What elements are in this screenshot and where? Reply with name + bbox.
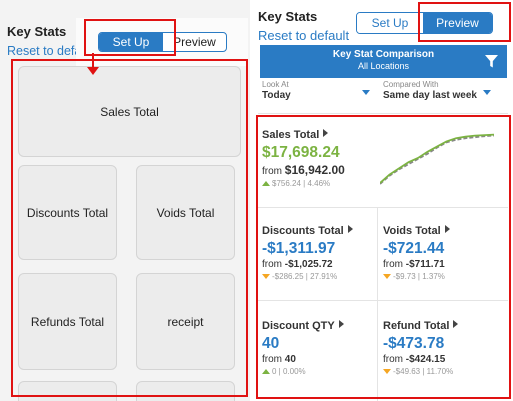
setup-tab-preview[interactable]: Preview [173,35,216,49]
card-from: from -$1,025.72 [262,259,333,270]
trend-up-icon [262,369,270,374]
setup-tab-setup[interactable]: Set Up [99,33,163,51]
divider [377,207,378,401]
preview-mode-toggle: Set Up Preview [356,12,493,34]
tile-voids-total[interactable]: Voids Total [136,165,235,260]
card-voids-total[interactable]: Voids Total -$721.44 from -$711.71 -$9.7… [383,225,498,290]
card-sales-total[interactable]: Sales Total $17,698.24 from $16,942.00 $… [262,129,377,199]
card-from: from -$711.71 [383,259,445,270]
card-refund-total[interactable]: Refund Total -$473.78 from -$424.15 -$49… [383,320,498,385]
preview-panel: Key Stats Reset to default Set Up Previe… [253,0,513,401]
comparison-title: Key Stat Comparison [332,49,435,60]
card-label: Discounts Total [262,225,374,237]
arrow-down-icon [87,67,99,75]
preview-tab-preview[interactable]: Preview [423,13,492,33]
look-at-value: Today [262,90,291,101]
sales-sparkline [380,133,494,185]
card-change: 0 | 0.00% [262,367,374,376]
compared-with-value: Same day last week [383,90,477,101]
trend-down-icon [383,369,391,374]
card-value: $17,698.24 [262,144,340,161]
chevron-right-icon [444,225,450,233]
preview-reset-link[interactable]: Reset to default [258,28,350,43]
card-label: Sales Total [262,129,377,141]
card-change: $756.24 | 4.46% [262,179,377,188]
card-change: -$286.25 | 27.91% [262,272,374,281]
card-value: -$721.44 [383,240,445,257]
setup-mode-toggle: Set Up Preview [98,32,227,52]
arrow-indicator [92,53,94,69]
card-from: from 40 [262,354,296,365]
card-label: Discount QTY [262,320,374,332]
card-from: from -$424.15 [383,354,446,365]
look-at-dropdown[interactable]: Look At Today [262,80,370,110]
chevron-right-icon [338,320,344,328]
card-label: Refund Total [383,320,498,332]
card-value: -$1,311.97 [262,240,336,257]
tile-discounts-total[interactable]: Discounts Total [18,165,117,260]
trend-up-icon [262,181,270,186]
setup-panel: Key Stats Reset to default Set Up Previe… [0,0,250,401]
highlight-setup-tab [84,19,176,56]
chevron-down-icon [362,90,370,95]
sparkline-current [380,133,494,184]
trend-down-icon [262,274,270,279]
filter-icon [485,55,498,68]
card-discount-qty[interactable]: Discount QTY 40 from 40 0 | 0.00% [262,320,374,385]
chevron-right-icon [323,129,329,137]
compared-with-caption: Compared With [383,80,439,89]
card-from: from $16,942.00 [262,163,345,177]
chevron-right-icon [347,225,353,233]
preview-tab-setup[interactable]: Set Up [357,13,423,33]
card-change: -$49.63 | 11.70% [383,367,498,376]
highlight-stats-preview [256,115,511,399]
chevron-right-icon [453,320,459,328]
setup-reset-link[interactable]: Reset to default [7,44,95,58]
preview-title: Key Stats [258,9,318,24]
tile-sales-total[interactable]: Sales Total [18,66,241,157]
card-discounts-total[interactable]: Discounts Total -$1,311.97 from -$1,025.… [262,225,374,290]
tile-refunds-total[interactable]: Refunds Total [18,273,117,370]
comparison-header: Key Stat Comparison All Locations [260,45,507,78]
highlight-tile-grid [11,59,248,397]
card-label: Voids Total [383,225,498,237]
compared-with-dropdown[interactable]: Compared With Same day last week [383,80,491,110]
setup-title: Key Stats [7,24,67,39]
filter-button[interactable] [476,45,507,78]
highlight-preview-tab [418,2,511,42]
look-at-caption: Look At [262,80,289,89]
divider [258,113,508,114]
chevron-down-icon [483,90,491,95]
card-change: -$9.73 | 1.37% [383,272,498,281]
divider [258,207,508,208]
comparison-subtitle: All Locations [357,61,410,71]
card-value: -$473.78 [383,335,445,352]
divider [258,300,508,301]
card-value: 40 [262,335,280,352]
tile-receipt[interactable]: receipt [136,273,235,370]
trend-down-icon [383,274,391,279]
